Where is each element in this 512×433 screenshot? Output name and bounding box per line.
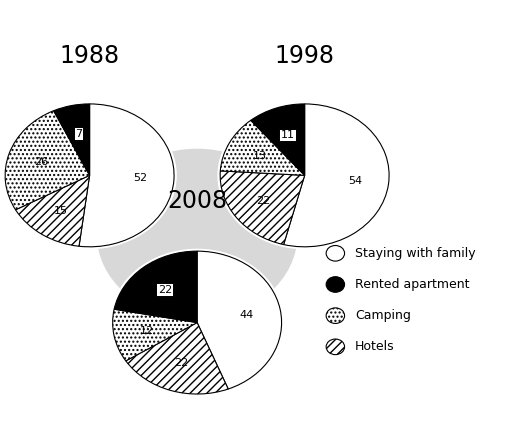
Text: 11: 11 <box>281 130 294 140</box>
Wedge shape <box>79 104 174 247</box>
Text: 54: 54 <box>348 176 362 186</box>
Text: Hotels: Hotels <box>355 340 394 353</box>
Circle shape <box>326 277 345 292</box>
Circle shape <box>97 149 297 318</box>
Text: 52: 52 <box>133 173 147 183</box>
Wedge shape <box>126 323 228 394</box>
Circle shape <box>218 102 391 249</box>
Text: 22: 22 <box>174 359 188 368</box>
Wedge shape <box>284 104 389 247</box>
Wedge shape <box>15 175 90 246</box>
Text: 7: 7 <box>75 129 82 139</box>
Wedge shape <box>113 309 197 361</box>
Wedge shape <box>220 171 305 245</box>
Circle shape <box>326 246 345 261</box>
Circle shape <box>3 102 176 249</box>
Circle shape <box>326 308 345 323</box>
Circle shape <box>326 339 345 355</box>
Text: 12: 12 <box>140 326 155 336</box>
Text: Staying with family: Staying with family <box>355 247 476 260</box>
Text: 22: 22 <box>257 196 271 206</box>
Wedge shape <box>114 251 197 323</box>
Wedge shape <box>220 120 305 175</box>
Wedge shape <box>5 111 90 210</box>
Text: 13: 13 <box>252 151 266 161</box>
Circle shape <box>111 249 284 396</box>
Text: Camping: Camping <box>355 309 411 322</box>
Text: 1998: 1998 <box>274 44 335 68</box>
Text: 26: 26 <box>34 157 49 167</box>
Text: 22: 22 <box>158 284 172 294</box>
Text: 2008: 2008 <box>167 189 227 213</box>
Wedge shape <box>197 251 282 389</box>
Text: 15: 15 <box>54 206 68 216</box>
Wedge shape <box>251 104 305 175</box>
Text: 44: 44 <box>240 310 254 320</box>
Text: Rented apartment: Rented apartment <box>355 278 470 291</box>
Wedge shape <box>54 104 90 175</box>
Text: 1988: 1988 <box>59 44 120 68</box>
